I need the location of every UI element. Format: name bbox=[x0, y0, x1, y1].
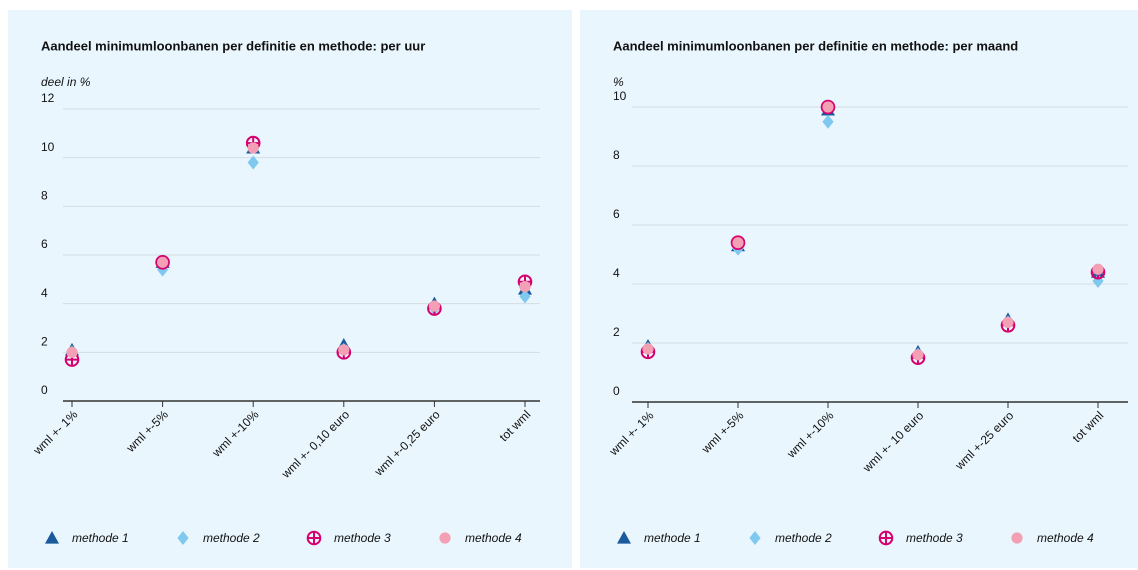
y-tick-label: 2 bbox=[41, 335, 48, 349]
legend-label: methode 3 bbox=[906, 531, 963, 545]
y-tick-label: 6 bbox=[41, 237, 48, 251]
legend-label: methode 1 bbox=[72, 531, 129, 545]
data-point bbox=[1002, 316, 1014, 328]
y-tick-label: 10 bbox=[613, 89, 627, 103]
y-tick-label: 4 bbox=[41, 286, 48, 300]
y-tick-label: 4 bbox=[613, 266, 620, 280]
data-point bbox=[1092, 274, 1104, 289]
data-point bbox=[642, 343, 654, 355]
y-tick-label: 6 bbox=[613, 207, 620, 221]
y-tick-label: 10 bbox=[41, 140, 55, 154]
y-tick-label: 2 bbox=[613, 325, 620, 339]
legend-marker bbox=[878, 530, 894, 546]
y-axis-label: deel in % bbox=[41, 75, 91, 89]
data-point bbox=[519, 281, 531, 293]
y-tick-label: 8 bbox=[613, 148, 620, 162]
data-point bbox=[732, 237, 744, 249]
y-axis-label: % bbox=[613, 75, 624, 89]
y-tick-label: 8 bbox=[41, 189, 48, 203]
y-tick-label: 0 bbox=[613, 384, 620, 398]
data-point bbox=[1092, 263, 1104, 275]
data-point bbox=[822, 101, 834, 113]
chart-title: Aandeel minimumloonbanen per definitie e… bbox=[41, 38, 425, 53]
legend-label: methode 4 bbox=[465, 531, 522, 545]
legend-label: methode 2 bbox=[775, 531, 832, 545]
data-point bbox=[247, 155, 259, 170]
data-point bbox=[66, 346, 78, 358]
legend-label: methode 3 bbox=[334, 531, 391, 545]
legend-marker bbox=[1011, 532, 1023, 544]
legend-label: methode 1 bbox=[644, 531, 701, 545]
data-point bbox=[428, 300, 440, 312]
legend-marker bbox=[306, 530, 322, 546]
data-point bbox=[247, 142, 259, 154]
y-tick-label: 0 bbox=[41, 383, 48, 397]
data-point bbox=[157, 256, 169, 268]
legend-label: methode 4 bbox=[1037, 531, 1094, 545]
data-point bbox=[822, 114, 834, 129]
data-point bbox=[519, 289, 531, 304]
legend-marker bbox=[749, 531, 761, 545]
legend-marker bbox=[439, 532, 451, 544]
legend-marker bbox=[617, 531, 631, 544]
panel bbox=[8, 10, 572, 568]
legend-label: methode 2 bbox=[203, 531, 260, 545]
y-tick-label: 12 bbox=[41, 91, 55, 105]
data-point bbox=[912, 349, 924, 361]
panel bbox=[580, 10, 1138, 568]
legend-marker bbox=[45, 531, 59, 544]
chart-title: Aandeel minimumloonbanen per definitie e… bbox=[613, 38, 1018, 53]
legend-marker bbox=[177, 531, 189, 545]
data-point bbox=[338, 344, 350, 356]
